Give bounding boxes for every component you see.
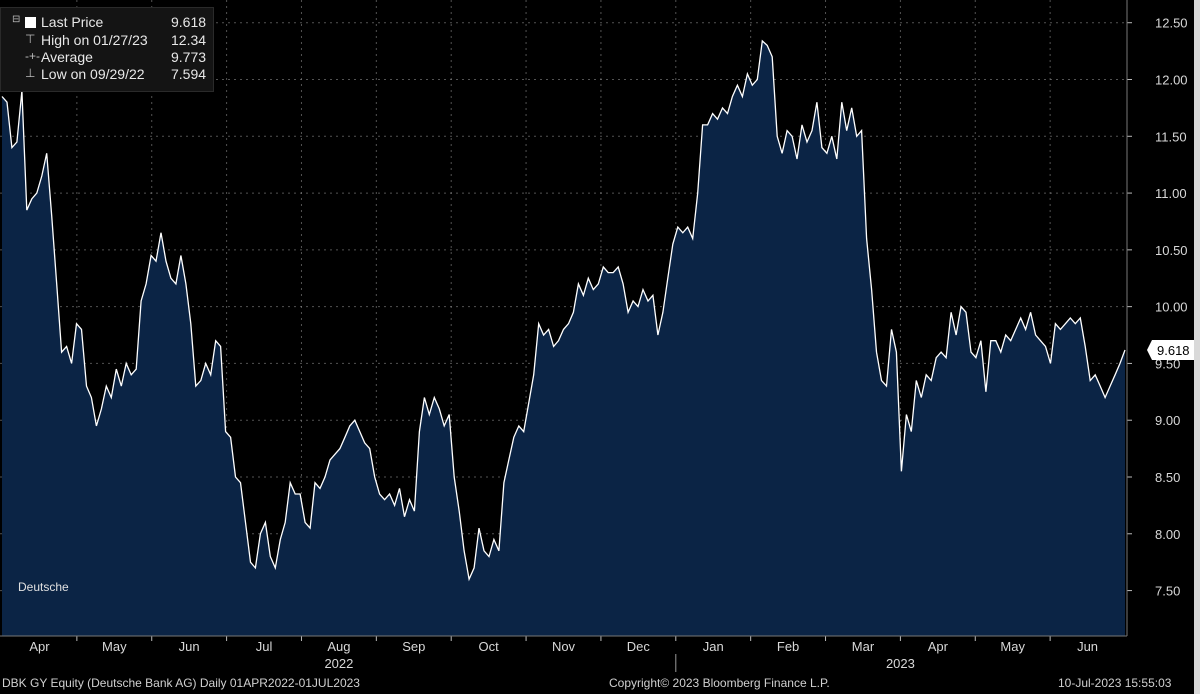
- y-tick-label: 10.00: [1155, 300, 1188, 315]
- footer-timestamp: 10-Jul-2023 15:55:03: [1058, 676, 1172, 690]
- y-tick-label: 12.00: [1155, 73, 1188, 88]
- legend-value: 9.773: [171, 49, 207, 65]
- footer-security-info: DBK GY Equity (Deutsche Bank AG) Daily 0…: [2, 676, 360, 690]
- x-tick-label: Dec: [627, 639, 651, 654]
- x-tick-label: Apr: [928, 639, 949, 654]
- x-tick-label: Jul: [256, 639, 273, 654]
- footer-copyright: Copyright© 2023 Bloomberg Finance L.P.: [609, 676, 830, 690]
- right-frame-border: [1194, 0, 1200, 694]
- y-tick-label: 8.50: [1155, 470, 1180, 485]
- y-tick-label: 7.50: [1155, 584, 1180, 599]
- x-tick-label: Oct: [479, 639, 500, 654]
- legend-label: Average: [41, 49, 93, 65]
- y-tick-label: 11.00: [1155, 186, 1187, 201]
- y-tick-label: 9.50: [1155, 356, 1180, 371]
- x-tick-label: May: [102, 639, 127, 654]
- legend: ⊟ Last Price 9.618 ⊤ High on 01/27/23 12…: [0, 7, 214, 92]
- legend-label: Low on 09/29/22: [41, 66, 145, 82]
- x-tick-label: Sep: [402, 639, 425, 654]
- price-area: [2, 40, 1125, 636]
- legend-label: High on 01/27/23: [41, 32, 148, 48]
- legend-label: Last Price: [41, 14, 104, 30]
- price-line: [1, 39, 1126, 582]
- last-price-tag-text: 9.618: [1157, 343, 1190, 358]
- x-year-label: 2022: [324, 656, 353, 671]
- y-tick-label: 12.50: [1155, 16, 1188, 31]
- y-tick-label: 11.50: [1155, 129, 1187, 144]
- legend-value: 7.594: [171, 66, 207, 82]
- security-watermark: Deutsche: [18, 580, 69, 594]
- x-tick-label: Feb: [777, 639, 799, 654]
- last-price-swatch-icon: [25, 17, 36, 28]
- y-axis: 7.50 8.00 8.50 9.00 9.50 10.00 10.50 11.00 11.50…: [1126, 0, 1188, 636]
- legend-value: 12.34: [171, 32, 207, 48]
- x-tick-label: Jan: [703, 639, 724, 654]
- x-tick-label: May: [1000, 639, 1025, 654]
- legend-row-low: ⊥ Low on 09/29/22 7.594: [1, 66, 213, 83]
- legend-row-average: -+- Average 9.773: [1, 49, 213, 66]
- x-tick-label: Jun: [179, 639, 200, 654]
- x-axis: Apr May Jun Jul Aug Sep Oct Nov Dec Jan Feb Mar Apr M…: [0, 635, 1127, 672]
- x-tick-label: Apr: [29, 639, 50, 654]
- x-tick-label: Nov: [552, 639, 576, 654]
- legend-row-high: ⊤ High on 01/27/23 12.34: [1, 32, 213, 49]
- x-tick-label: Jun: [1077, 639, 1098, 654]
- y-tick-label: 8.00: [1155, 527, 1180, 542]
- legend-value: 9.618: [171, 14, 207, 30]
- collapse-icon[interactable]: ⊟: [12, 14, 21, 25]
- x-tick-label: Aug: [327, 639, 350, 654]
- legend-row-last-price: Last Price 9.618: [1, 14, 213, 31]
- x-tick-label: Mar: [852, 639, 875, 654]
- x-year-label: 2023: [886, 656, 915, 671]
- low-marker-icon: ⊥: [25, 66, 36, 80]
- y-tick-label: 9.00: [1155, 413, 1180, 428]
- y-tick-label: 10.50: [1155, 243, 1188, 258]
- high-marker-icon: ⊤: [25, 32, 36, 46]
- average-marker-icon: -+-: [25, 49, 40, 63]
- last-price-tag: 9.618: [1147, 340, 1197, 361]
